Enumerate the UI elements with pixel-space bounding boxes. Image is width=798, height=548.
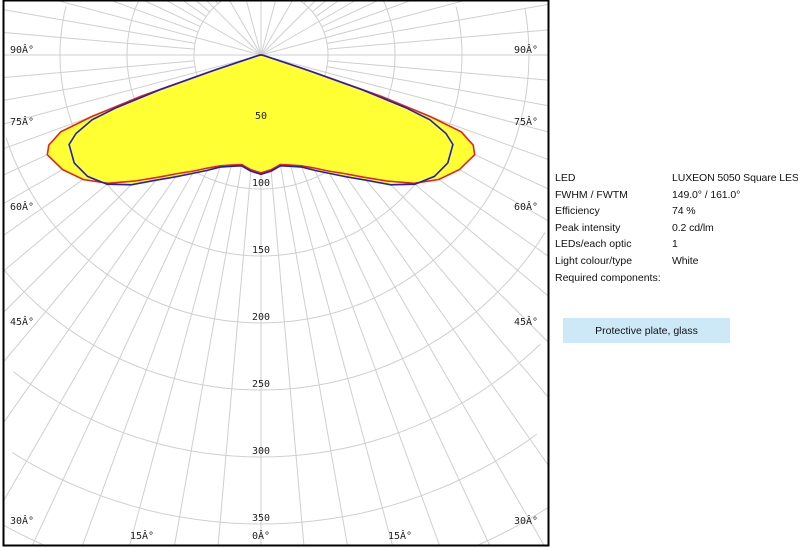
grid-spoke — [4, 54, 262, 125]
intensity-curves — [46, 54, 476, 186]
info-row-colour: Light colour/type White — [555, 253, 798, 270]
info-row-led: LED LUXEON 5050 Square LES — [555, 170, 798, 187]
angle-label-right: 60Â° — [514, 200, 538, 213]
info-value: 74 % — [672, 205, 696, 218]
radial-tick-label: 300 — [252, 446, 270, 457]
grid-spoke — [182, 0, 207, 17]
angle-label-bottom: 15Â° — [388, 529, 412, 542]
grid-spoke — [260, 0, 277, 56]
grid-spoke — [217, 121, 256, 545]
grid-spoke — [245, 0, 262, 56]
polar-intensity-chart: 50 100 150 200 250 300 350 90Â° 75Â° 60Â° 45Â° 30Â°… — [2, 0, 550, 547]
grid-ring — [5, 8, 530, 324]
angle-label-left: 30Â° — [10, 514, 34, 527]
info-row-efficiency: Efficiency 74 % — [555, 203, 798, 220]
intensity-curve-1 — [68, 54, 454, 186]
grid-spoke — [109, 0, 199, 33]
info-value: 149.0° / 161.0° — [672, 188, 741, 201]
grid-spoke — [174, 120, 250, 545]
grid-spoke — [323, 0, 413, 33]
info-row-peak: Peak intensity 0.2 cd/lm — [555, 220, 798, 237]
grid-spoke — [260, 0, 467, 56]
grid-spoke — [260, 0, 357, 56]
radial-tick-label: 350 — [252, 513, 270, 524]
angle-label-left: 60Â° — [10, 200, 34, 213]
grid-spoke — [260, 0, 294, 56]
info-label: LEDs/each optic — [555, 238, 632, 251]
grid-spoke — [326, 3, 548, 44]
grid-spoke — [327, 60, 548, 81]
info-label: FWHM / FWTM — [555, 188, 628, 201]
grid-spoke — [4, 9, 196, 44]
angle-label-left: 90Â° — [10, 43, 34, 56]
angle-label-right: 30Â° — [514, 514, 538, 527]
grid-spoke — [260, 54, 548, 133]
grid-spoke — [195, 0, 210, 13]
grid-spoke — [288, 115, 490, 545]
grid-spoke — [4, 60, 195, 78]
radial-tick-label: 250 — [252, 379, 270, 390]
angle-label-left: 75Â° — [10, 115, 34, 128]
angle-label-right: 75Â° — [514, 115, 538, 128]
grid-spoke — [315, 0, 340, 17]
polar-grid — [4, 0, 548, 545]
grid-spoke — [228, 0, 262, 56]
grid-spoke — [205, 0, 262, 56]
info-label: Efficiency — [555, 205, 600, 218]
grid-spoke — [142, 0, 201, 28]
angle-label-bottom: 0Â° — [252, 529, 270, 542]
angle-label-right: 90Â° — [514, 43, 538, 56]
grid-ring — [477, 507, 548, 545]
info-label: LED — [555, 172, 576, 184]
led-info-table: LED LUXEON 5050 Square LES FWHM / FWTM 149… — [555, 170, 798, 286]
info-row-leds: LEDs/each optic 1 — [555, 236, 798, 253]
grid-spoke — [312, 0, 327, 13]
radial-tick-label: 200 — [252, 312, 270, 323]
intensity-fill — [47, 55, 475, 185]
grid-spoke — [82, 117, 239, 545]
grid-spoke — [260, 0, 317, 56]
grid-ring — [4, 232, 546, 391]
grid-spoke — [321, 0, 380, 28]
grid-spoke — [55, 0, 262, 56]
info-label: Required components: — [555, 271, 661, 284]
plot-frame — [2, 0, 550, 547]
info-row-components: Required components: — [555, 270, 798, 287]
grid-spoke — [165, 0, 262, 56]
grid-spoke — [272, 120, 348, 545]
intensity-curve-0 — [46, 54, 476, 185]
component-protective-plate[interactable]: Protective plate, glass — [563, 318, 730, 343]
info-label: Light colour/type — [555, 254, 633, 267]
info-value: 1 — [672, 238, 678, 251]
info-label: Peak intensity — [555, 221, 621, 234]
info-value: White — [672, 254, 699, 267]
grid-ring — [4, 524, 45, 545]
grid-ring — [12, 433, 537, 525]
angle-label-left: 45Â° — [10, 315, 34, 328]
grid-spoke — [32, 115, 234, 545]
radial-tick-label: 150 — [252, 245, 270, 256]
grid-spoke — [4, 66, 196, 101]
info-value: LUXEON 5050 Square LES — [672, 172, 798, 184]
grid-spoke — [326, 66, 548, 107]
info-row-fwhm: FWHM / FWTM 149.0° / 161.0° — [555, 187, 798, 204]
angle-label-bottom: 15Â° — [130, 529, 154, 542]
info-value: 0.2 cd/lm — [672, 221, 714, 234]
radial-tick-label: 50 — [255, 111, 267, 122]
radial-tick-label: 100 — [252, 178, 270, 189]
grid-spoke — [327, 29, 548, 50]
grid-spoke — [283, 117, 440, 545]
grid-spoke — [266, 121, 305, 545]
grid-spoke — [4, 32, 195, 50]
grid-ring — [13, 343, 541, 458]
angle-label-right: 45Â° — [514, 315, 538, 328]
